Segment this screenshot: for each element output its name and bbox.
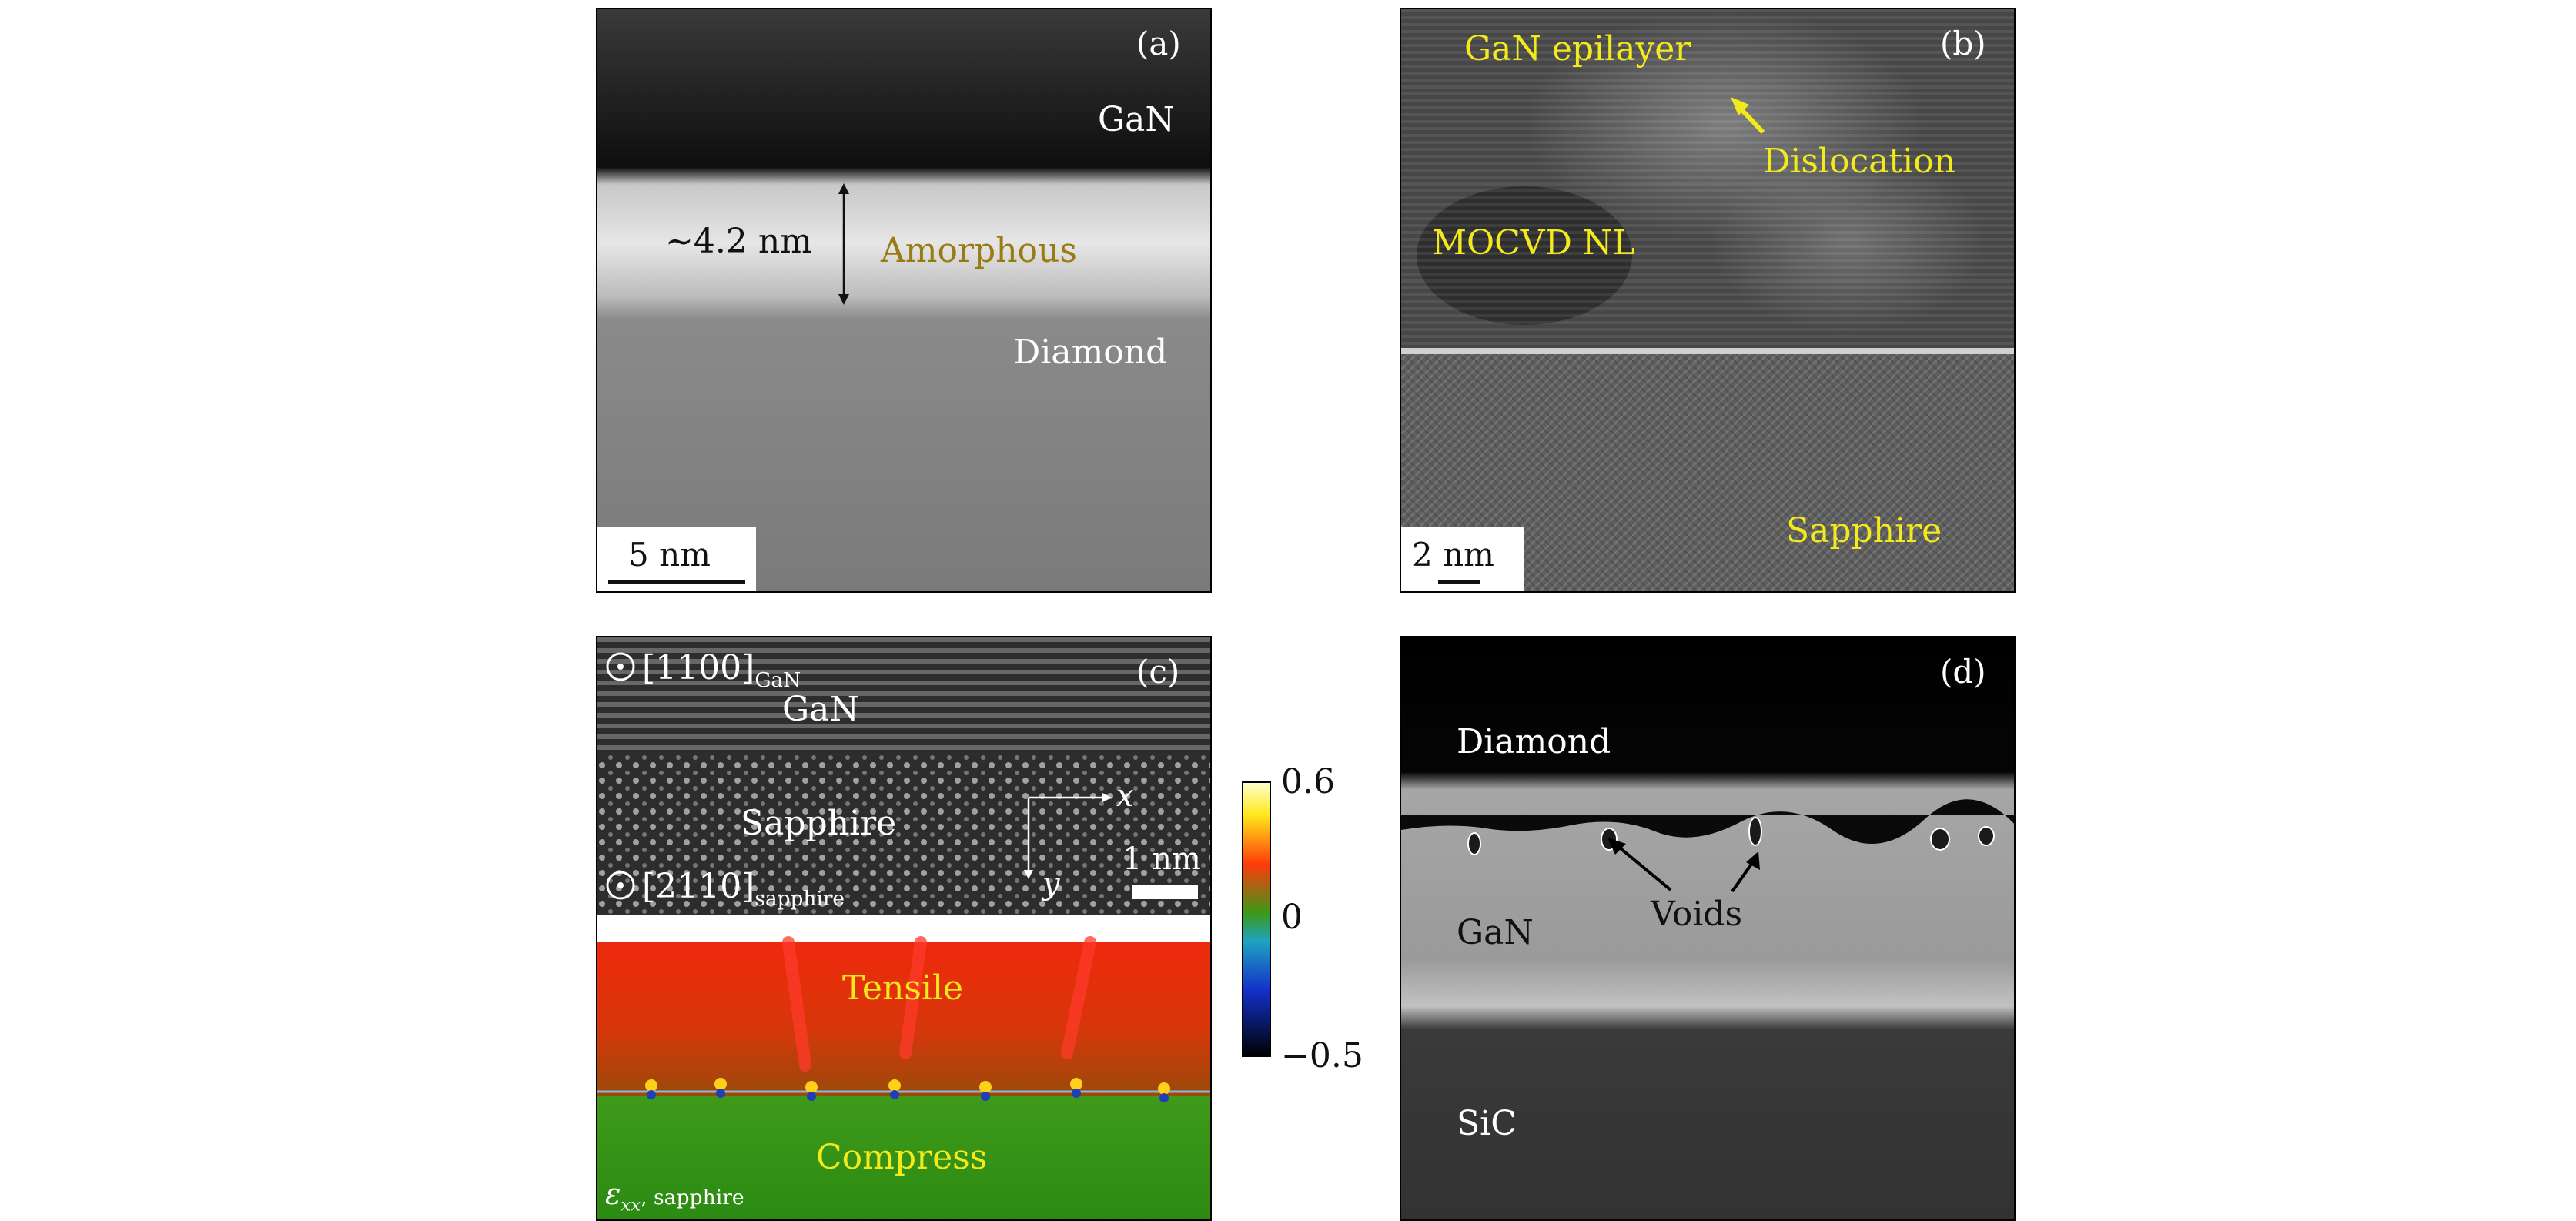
- label-gan: GaN: [1457, 913, 1534, 952]
- scalebar-label: 5 nm: [628, 536, 711, 574]
- panel-b-image: [1401, 9, 2014, 591]
- zone-axis-gan-base: [1100]: [642, 648, 755, 687]
- colorbar-mid: 0: [1281, 898, 1303, 937]
- panel-d: (d) Diamond Voids GaN SiC: [1400, 636, 2016, 1221]
- panel-b: (b) GaN epilayer Dislocation MOCVD NL Sa…: [1400, 8, 2016, 593]
- label-diamond: Diamond: [1457, 722, 1611, 761]
- colorbar-min: −0.5: [1281, 1036, 1363, 1075]
- panel-a-image: [597, 9, 1210, 591]
- scalebar-label: 1 nm: [1122, 841, 1201, 877]
- panel-a-tag: (a): [1136, 25, 1181, 62]
- zone-axis-sapphire-base: [2110]: [642, 867, 755, 906]
- zone-axis-sapphire: [2110]sapphire: [642, 870, 845, 909]
- label-gan: GaN: [1098, 100, 1175, 139]
- label-mocvd-nl: MOCVD NL: [1432, 223, 1635, 263]
- zone-axis-sapphire-sub: sapphire: [754, 886, 845, 911]
- panel-d-tag: (d): [1940, 653, 1986, 691]
- label-sic: SiC: [1457, 1104, 1517, 1143]
- strain-symbol: ε: [605, 1177, 621, 1211]
- strain-suffix: , sapphire: [641, 1186, 744, 1209]
- axis-y-label: y: [1042, 866, 1060, 902]
- label-compress: Compress: [816, 1138, 988, 1177]
- scalebar-label: 2 nm: [1412, 536, 1494, 574]
- panel-d-image: [1401, 637, 2014, 1219]
- axis-x-label: x: [1116, 778, 1134, 814]
- label-sapphire: Sapphire: [741, 804, 897, 843]
- label-gan: GaN: [782, 690, 859, 729]
- panel-c: (c) [1100]GaN GaN Sapphire [2110]sapphir…: [596, 636, 1212, 1221]
- strain-subscript: xx: [621, 1195, 641, 1216]
- label-voids: Voids: [1651, 895, 1743, 934]
- label-amorphous: Amorphous: [881, 231, 1077, 270]
- panel-b-tag: (b): [1940, 25, 1986, 62]
- label-dislocation: Dislocation: [1763, 142, 1955, 181]
- panel-c-image: [597, 637, 1210, 1219]
- zone-axis-gan-sub: GaN: [754, 667, 801, 692]
- zone-axis-gan: [1100]GaN: [642, 651, 801, 691]
- dislocation-cores: [645, 1078, 1170, 1102]
- label-sapphire: Sapphire: [1786, 511, 1942, 550]
- label-tensile: Tensile: [842, 968, 964, 1008]
- colorbar-max: 0.6: [1281, 762, 1335, 801]
- label-gan-epilayer: GaN epilayer: [1464, 29, 1691, 69]
- thickness-label: ~4.2 nm: [665, 222, 812, 261]
- panel-c-tag: (c): [1136, 653, 1180, 691]
- panel-a: (a) GaN ~4.2 nm Amorphous Diamond 5 nm: [596, 8, 1212, 593]
- colorbar: [1242, 781, 1271, 1057]
- label-diamond: Diamond: [1013, 333, 1168, 372]
- strain-label: εxx, sapphire: [605, 1179, 744, 1214]
